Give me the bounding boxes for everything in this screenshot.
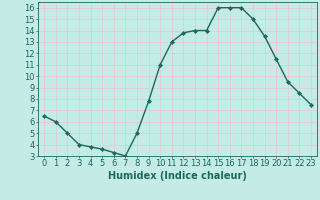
X-axis label: Humidex (Indice chaleur): Humidex (Indice chaleur) bbox=[108, 171, 247, 181]
